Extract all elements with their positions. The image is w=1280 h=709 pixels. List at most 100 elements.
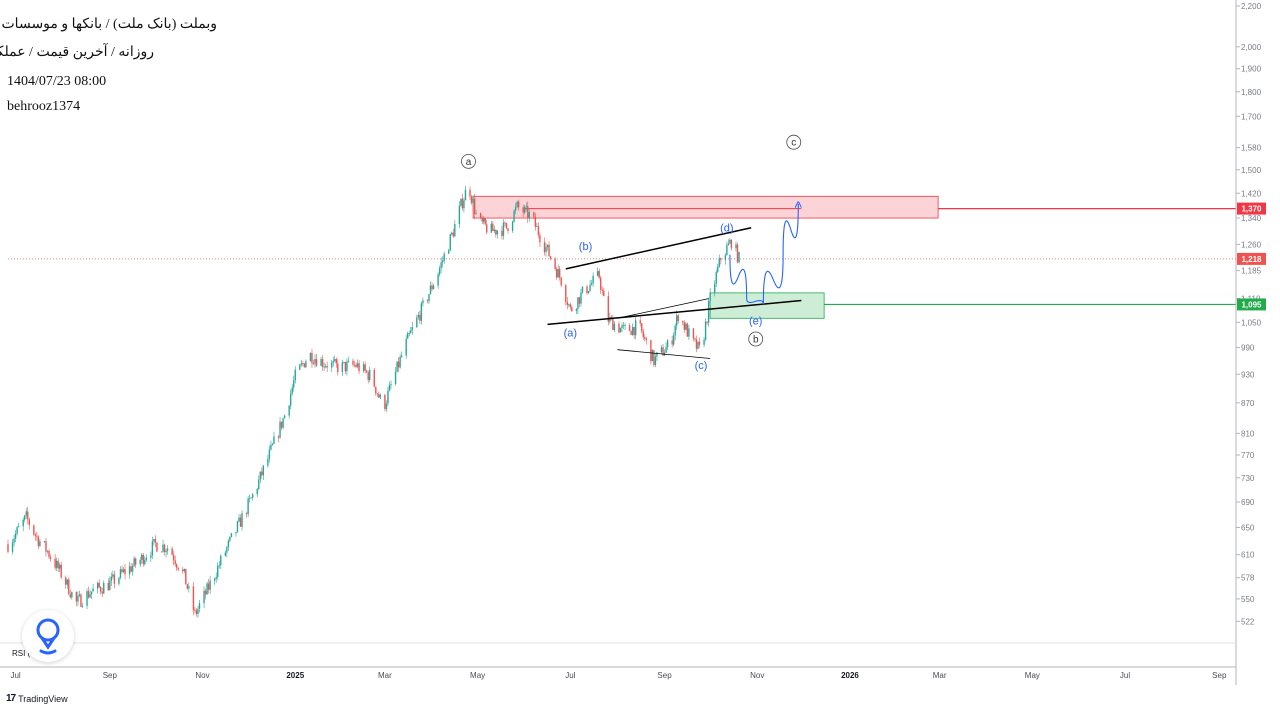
- candle-body: [130, 566, 132, 572]
- candle-body: [373, 369, 375, 387]
- candle-body: [580, 292, 582, 304]
- candle-body: [156, 542, 158, 552]
- candle-body: [653, 350, 655, 365]
- candle-body: [511, 221, 514, 231]
- candle-body: [100, 587, 102, 592]
- candle-body: [55, 560, 58, 568]
- candle-body: [215, 577, 217, 579]
- candle-body: [207, 583, 210, 590]
- candle-body: [57, 560, 59, 569]
- candle-body: [536, 226, 538, 227]
- candle-body: [48, 550, 50, 557]
- candle-body: [581, 286, 584, 293]
- candle-body: [707, 300, 710, 323]
- candle-body: [309, 352, 312, 362]
- candle-body: [163, 544, 166, 553]
- resistance-badge-text: 1,370: [1241, 205, 1262, 214]
- candle-body: [367, 372, 369, 381]
- candle-body: [703, 339, 705, 345]
- candle-body: [717, 266, 719, 273]
- candle-body: [558, 268, 561, 278]
- candle-body: [124, 569, 126, 575]
- trendline: [617, 298, 709, 319]
- tradingview-logo[interactable]: 17 TradingView: [6, 693, 68, 704]
- candle-body: [533, 212, 535, 217]
- x-tick-label: Nov: [750, 671, 764, 680]
- candle-body: [236, 521, 239, 532]
- candle-body: [501, 230, 503, 236]
- candle-body: [454, 224, 456, 237]
- candle-body: [394, 371, 397, 385]
- candle-body: [694, 338, 696, 340]
- candle-body: [141, 554, 143, 560]
- candle-body: [312, 363, 315, 365]
- candle-body: [96, 582, 99, 589]
- candle-body: [175, 564, 178, 568]
- candle-body: [66, 579, 68, 585]
- candle-body: [352, 360, 354, 365]
- candle-body: [270, 444, 272, 450]
- candle-body: [185, 568, 187, 585]
- candle-body: [311, 352, 313, 364]
- candle-body: [686, 323, 689, 337]
- drop-pin-button[interactable]: [22, 610, 74, 662]
- y-tick-label: 870: [1241, 399, 1255, 408]
- candle-body: [16, 527, 18, 534]
- candle-body: [139, 559, 141, 565]
- candle-body: [730, 239, 733, 249]
- candle-body: [122, 569, 125, 572]
- candle-body: [7, 544, 9, 552]
- y-tick-label: 1,340: [1241, 214, 1262, 223]
- candle-body: [426, 300, 429, 302]
- candle-body: [683, 322, 686, 330]
- candle-body: [227, 540, 230, 548]
- candle-body: [654, 356, 657, 365]
- candle-body: [273, 436, 275, 444]
- wave-label: (c): [695, 360, 708, 372]
- candle-body: [704, 321, 707, 340]
- interval-description: روزانه / آخرین قیمت / عملکردی: [0, 45, 154, 60]
- y-tick-label: 1,185: [1241, 267, 1262, 276]
- candle-body: [571, 307, 573, 312]
- candle-body: [513, 210, 515, 222]
- candle-body: [347, 360, 350, 362]
- candle-body: [429, 285, 432, 295]
- candle-body: [490, 223, 492, 233]
- candle-body: [248, 498, 251, 499]
- candle-body: [165, 550, 167, 553]
- candle-body: [443, 253, 445, 261]
- candle-body: [727, 243, 730, 246]
- candle-body: [90, 591, 93, 595]
- candle-body: [209, 580, 211, 590]
- candle-body: [89, 594, 91, 598]
- author-name: behrooz1374: [7, 99, 81, 114]
- x-tick-label: Mar: [378, 671, 392, 680]
- resistance-badge: [1237, 202, 1266, 215]
- y-tick-label: 930: [1241, 370, 1255, 379]
- candle-body: [314, 359, 316, 364]
- rsi-indicator-label[interactable]: RSI (: [12, 649, 31, 658]
- candle-body: [293, 380, 295, 388]
- candle-body: [33, 525, 35, 535]
- wave-label-circle: [786, 134, 802, 150]
- candle-body: [17, 526, 20, 528]
- candle-body: [729, 239, 731, 244]
- candle-body: [153, 539, 155, 542]
- x-tick-label: Mar: [933, 671, 947, 680]
- candle-body: [162, 544, 164, 552]
- candle-body: [192, 586, 195, 611]
- candle-body: [183, 568, 185, 572]
- candle-body: [206, 583, 208, 595]
- candle-body: [724, 255, 727, 261]
- y-tick-label: 610: [1241, 551, 1255, 560]
- candle-body: [46, 550, 49, 552]
- candle-body: [610, 317, 613, 318]
- candle-body: [133, 558, 135, 567]
- candle-body: [631, 326, 634, 335]
- candle-body: [601, 289, 603, 291]
- y-tick-label: 1,900: [1241, 65, 1262, 74]
- candle-body: [458, 205, 461, 225]
- y-tick-label: 730: [1241, 474, 1255, 483]
- candle-body: [676, 315, 678, 326]
